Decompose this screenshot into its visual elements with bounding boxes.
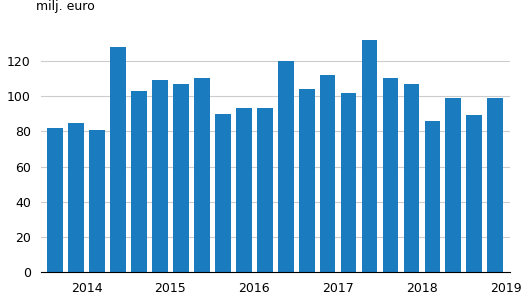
Bar: [152, 80, 168, 272]
Bar: [424, 121, 440, 272]
Bar: [467, 115, 482, 272]
Bar: [341, 92, 357, 272]
Bar: [48, 128, 63, 272]
Bar: [131, 91, 147, 272]
Bar: [404, 84, 419, 272]
Bar: [173, 84, 189, 272]
Bar: [320, 75, 335, 272]
Bar: [487, 98, 503, 272]
Bar: [362, 40, 377, 272]
Bar: [215, 114, 231, 272]
Bar: [110, 47, 126, 272]
Y-axis label: milj. euro: milj. euro: [36, 0, 95, 13]
Bar: [299, 89, 315, 272]
Bar: [382, 79, 398, 272]
Bar: [278, 61, 294, 272]
Bar: [194, 79, 209, 272]
Bar: [445, 98, 461, 272]
Bar: [89, 130, 105, 272]
Bar: [68, 123, 84, 272]
Bar: [257, 108, 272, 272]
Bar: [236, 108, 252, 272]
